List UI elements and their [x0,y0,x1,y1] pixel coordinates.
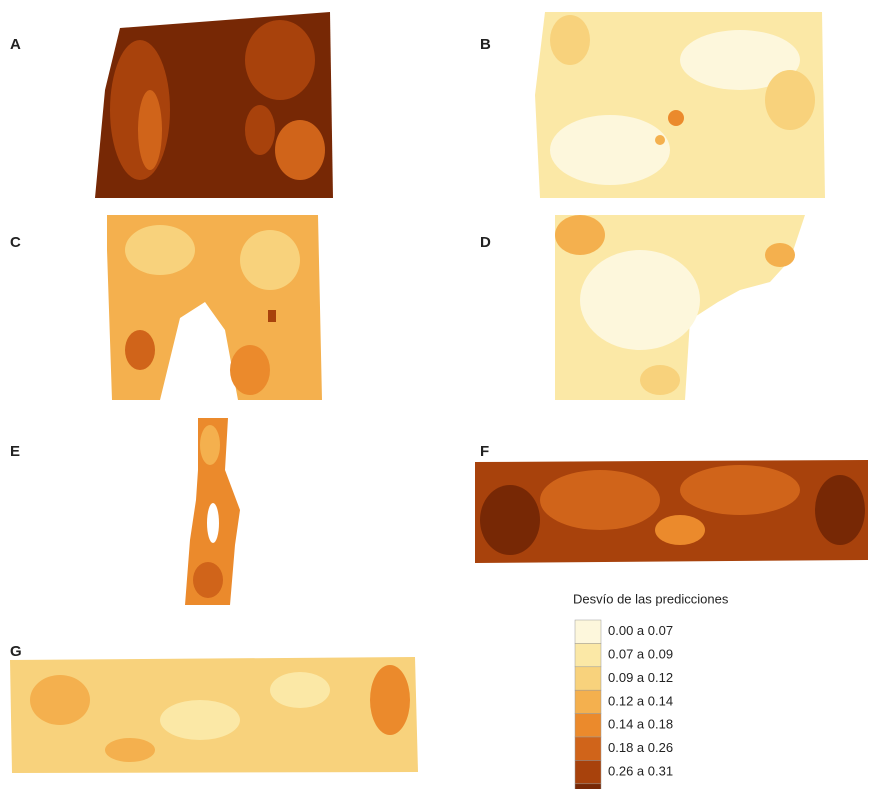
map-c [107,215,322,400]
map-b [535,12,825,198]
legend-swatch [575,760,601,783]
map-e [185,418,240,605]
legend-label: 0.12 a 0.14 [608,693,673,708]
legend-label: 0.00 a 0.07 [608,623,673,638]
panel-label: E [10,443,20,460]
panel-label: B [480,36,491,53]
figure: A B C D E F G Desvío de las predicciones… [0,0,870,789]
map-a [95,12,333,198]
legend-swatch [575,737,601,760]
map-f [475,460,868,563]
legend-title: Desvío de las predicciones [573,591,729,606]
legend-label: 0.18 a 0.26 [608,740,673,755]
map-g [10,657,418,773]
panel-label: F [480,443,489,460]
legend-swatch [575,643,601,666]
legend-swatch [575,784,601,789]
panel-label: C [10,234,21,251]
panel-label: G [10,643,22,660]
legend-label: 0.14 a 0.18 [608,717,673,732]
panel-label: D [480,234,491,251]
legend-swatch [575,714,601,737]
legend-swatch [575,620,601,643]
panel-label: A [10,36,21,53]
legend-label: 0.09 a 0.12 [608,670,673,685]
legend-swatch [575,690,601,713]
legend-swatch [575,667,601,690]
legend-label: 0.26 a 0.31 [608,764,673,779]
legend-label: 0.07 a 0.09 [608,647,673,662]
map-d [555,215,805,400]
